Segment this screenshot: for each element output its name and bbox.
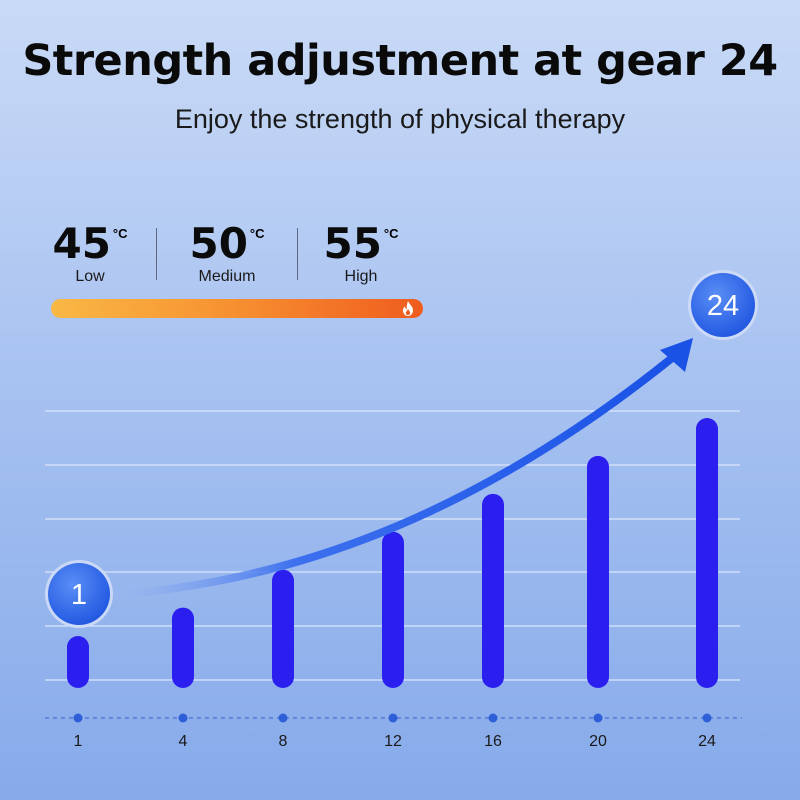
end-bubble-label: 24 <box>707 290 739 322</box>
x-tick-label: 4 <box>179 733 188 750</box>
bar-gear-4 <box>172 607 194 688</box>
start-bubble-label: 1 <box>71 579 87 611</box>
temp-medium-value: 50 <box>189 219 248 268</box>
flame-icon <box>403 301 413 316</box>
x-tick-label: 12 <box>384 733 402 750</box>
temp-high: 55 °C High <box>306 220 416 286</box>
bar-gear-12 <box>382 531 404 688</box>
bar-gear-16 <box>482 493 504 688</box>
bar-gear-20 <box>587 455 609 688</box>
x-tick-label: 1 <box>74 733 83 750</box>
tick-dot <box>178 713 188 723</box>
x-tick-label: 8 <box>279 733 288 750</box>
tick-dot <box>278 713 288 723</box>
start-bubble: 1 <box>45 560 113 628</box>
temp-high-value: 55 <box>323 219 382 268</box>
bar-gear-24 <box>696 418 718 688</box>
page-title: Strength adjustment at gear 24 <box>22 36 778 86</box>
trend-arrow <box>88 354 676 600</box>
bars <box>67 418 718 688</box>
temp-low-value: 45 <box>52 219 111 268</box>
tick-dot <box>593 713 603 723</box>
end-bubble: 24 <box>688 270 758 340</box>
temp-high-unit: °C <box>383 226 399 241</box>
temp-low-label: Low <box>75 268 105 285</box>
tick-dot <box>702 713 712 723</box>
temp-medium-unit: °C <box>249 226 265 241</box>
temp-divider <box>297 228 298 280</box>
temp-divider <box>156 228 157 280</box>
x-tick-label: 16 <box>484 733 502 750</box>
temp-medium: 50 °C Medium <box>172 220 282 286</box>
trend-arrow-head <box>660 338 693 372</box>
tick-dot <box>73 713 83 723</box>
temp-high-label: High <box>344 268 378 285</box>
bar-gear-1 <box>67 636 89 688</box>
x-tick-label: 20 <box>589 733 607 750</box>
tick-dot <box>388 713 398 723</box>
tick-dot <box>488 713 498 723</box>
temp-low-unit: °C <box>112 226 128 241</box>
x-ticks: 1 4 8 12 16 20 24 <box>73 713 716 750</box>
heat-gradient-bar <box>51 299 423 318</box>
page-subtitle: Enjoy the strength of physical therapy <box>174 104 626 134</box>
temp-medium-label: Medium <box>198 268 256 285</box>
temp-low: 45 °C Low <box>35 220 145 286</box>
x-tick-label: 24 <box>698 733 716 750</box>
bar-gear-8 <box>272 569 294 688</box>
